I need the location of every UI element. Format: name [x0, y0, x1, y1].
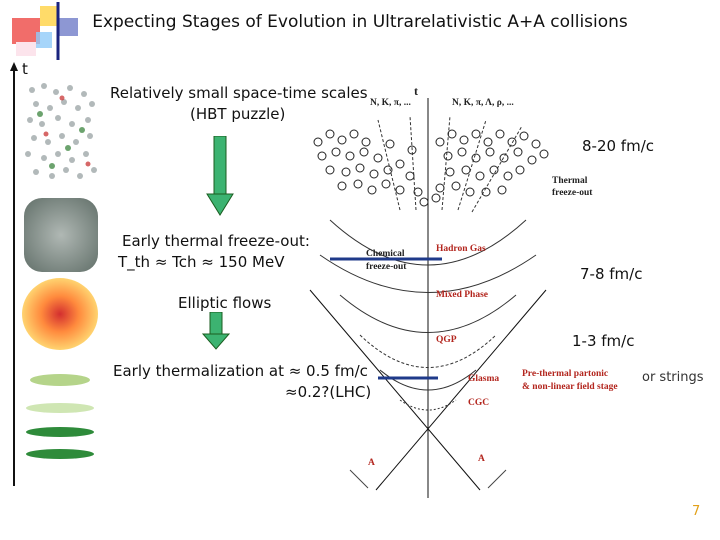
- mixed-phase-picture: [24, 198, 98, 272]
- nucleus-a-left-label: A: [368, 458, 375, 468]
- thermalization-line1: Early thermalization at ≈ 0.5 fm/c: [113, 362, 368, 380]
- thermal-freezeout-label-1: Thermal: [552, 176, 588, 186]
- time-axis-label: t: [22, 60, 28, 78]
- cgc-label: CGC: [468, 398, 490, 408]
- time-axis: [10, 62, 18, 486]
- prethermal-label-1: Pre-thermal partonic: [522, 369, 609, 379]
- particles-right-label: N, K, π, Λ, ρ, ...: [452, 98, 514, 108]
- t-axis-diagram-label: t: [414, 84, 418, 98]
- or-strings-text: or strings: [642, 370, 704, 385]
- nucleus-a-right-label: A: [478, 454, 485, 464]
- prethermal-label-2: & non-linear field stage: [522, 382, 618, 392]
- elliptic-flows-text: Elliptic flows: [178, 294, 272, 312]
- hadron-cloud-picture: [22, 78, 100, 190]
- time-label-1: 8-20 fm/c: [582, 137, 655, 155]
- glasma-label: Glasma: [468, 374, 500, 384]
- chemical-freezeout-label-2: freeze-out: [366, 262, 407, 272]
- hbt-text-line2: (HBT puzzle): [190, 105, 286, 123]
- hadron-gas-label: Hadron Gas: [436, 244, 486, 254]
- green-arrow-upper: [206, 136, 234, 216]
- hbt-text-line1: Relatively small space-time scales: [110, 84, 368, 102]
- qgp-label: QGP: [436, 335, 457, 345]
- institution-logo: [12, 2, 78, 60]
- thermalization-line2: ≈0.2?(LHC): [285, 383, 372, 401]
- early-freezeout-line1: Early thermal freeze-out:: [122, 232, 310, 250]
- mixed-phase-label: Mixed Phase: [436, 290, 488, 300]
- chemical-freezeout-label-1: Chemical: [366, 249, 405, 259]
- slide-title: Expecting Stages of Evolution in Ultrare…: [92, 12, 628, 32]
- green-arrow-lower: [201, 312, 231, 350]
- early-freezeout-line2: T_th ≈ Tch ≈ 150 MeV: [118, 253, 285, 271]
- colliding-nuclei-pictures: [26, 374, 94, 459]
- qgp-picture: [22, 278, 98, 350]
- page-number: 7: [692, 504, 701, 519]
- particles-left-label: N, K, π, ...: [370, 98, 411, 108]
- time-label-2: 7-8 fm/c: [580, 265, 643, 283]
- spacetime-diagram: [309, 98, 549, 498]
- time-label-3: 1-3 fm/c: [572, 332, 635, 350]
- thermal-freezeout-label-2: freeze-out: [552, 188, 593, 198]
